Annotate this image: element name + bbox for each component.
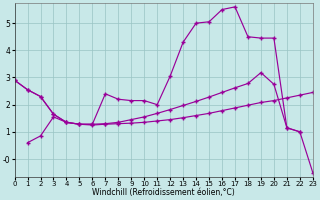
X-axis label: Windchill (Refroidissement éolien,°C): Windchill (Refroidissement éolien,°C)	[92, 188, 235, 197]
